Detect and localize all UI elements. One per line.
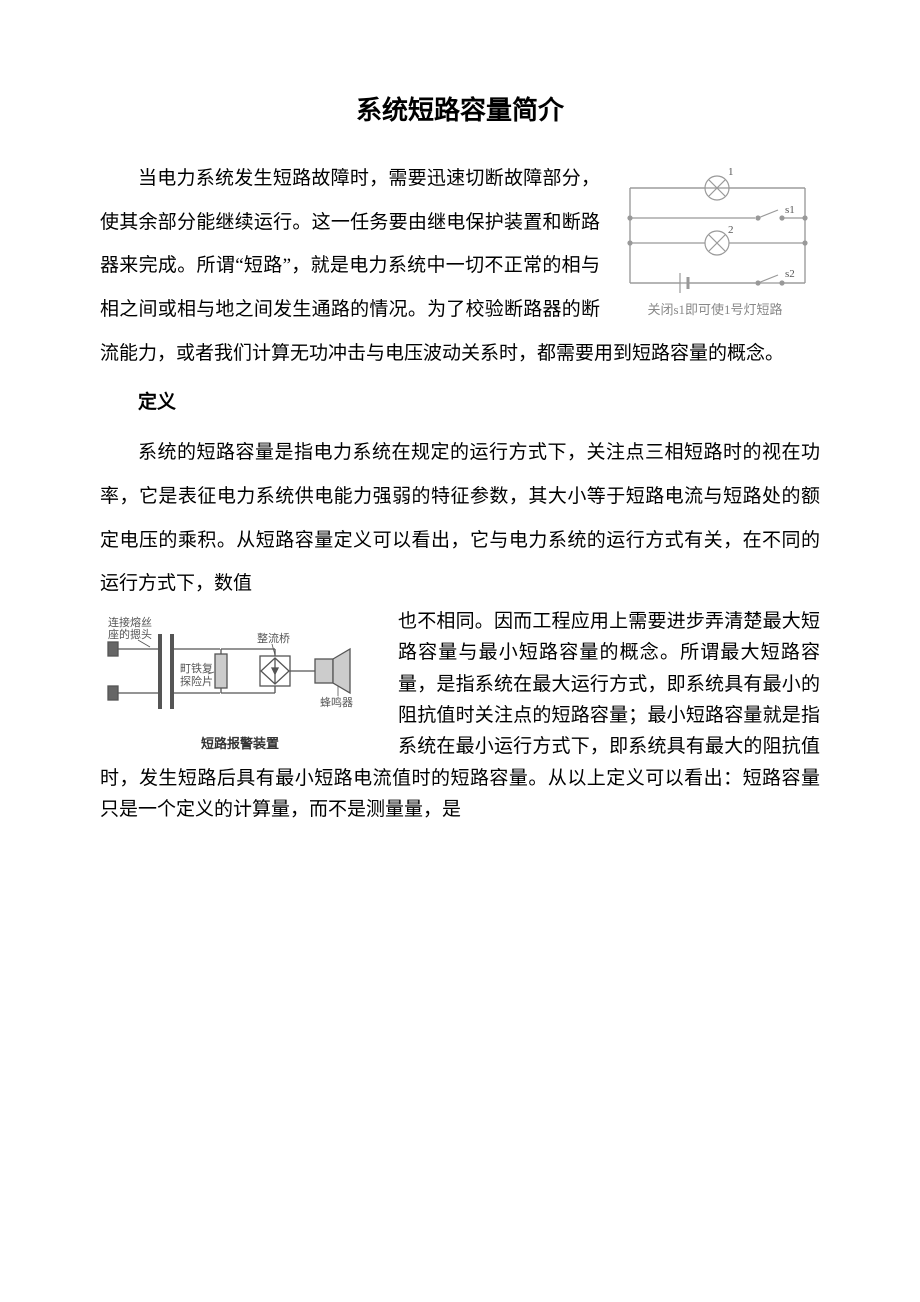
s2-label: s2 (785, 268, 795, 280)
fuse-label-line2: 座的摁头 (108, 627, 152, 641)
alarm-diagram-svg: 连接熔丝 座的摁头 町铁复 探险片 整流桥 蜂鸣器 (100, 614, 380, 729)
bridge-label: 整流桥 (257, 631, 290, 645)
s1-label: s1 (785, 204, 795, 216)
tinfoil-label-line2: 探险片 (180, 674, 213, 688)
definition-heading: 定义 (100, 381, 820, 425)
buzzer-label: 蜂鸣器 (320, 695, 353, 709)
figure-alarm: 连接熔丝 座的摁头 町铁复 探险片 整流桥 蜂鸣器 短路报警装置 (100, 614, 380, 752)
figure-circuit-caption: 关闭s1即可使1号灯短路 (610, 299, 820, 318)
tinfoil-label-line1: 町铁复 (180, 661, 213, 675)
fuse-label-line1: 连接熔丝 (108, 615, 152, 629)
lamp1-label: 1 (728, 166, 734, 178)
circuit-diagram-svg: 1 s1 2 s2 (610, 163, 820, 293)
page-title: 系统短路容量简介 (100, 90, 820, 127)
definition-paragraph-1: 系统的短路容量是指电力系统在规定的运行方式下，关注点三相短路时的视在功率，它是表… (100, 431, 820, 606)
lamp2-label: 2 (728, 224, 734, 236)
figure-circuit: 1 s1 2 s2 关闭s1即可使1号灯短路 (610, 163, 820, 318)
figure-alarm-caption: 短路报警装置 (100, 733, 380, 752)
